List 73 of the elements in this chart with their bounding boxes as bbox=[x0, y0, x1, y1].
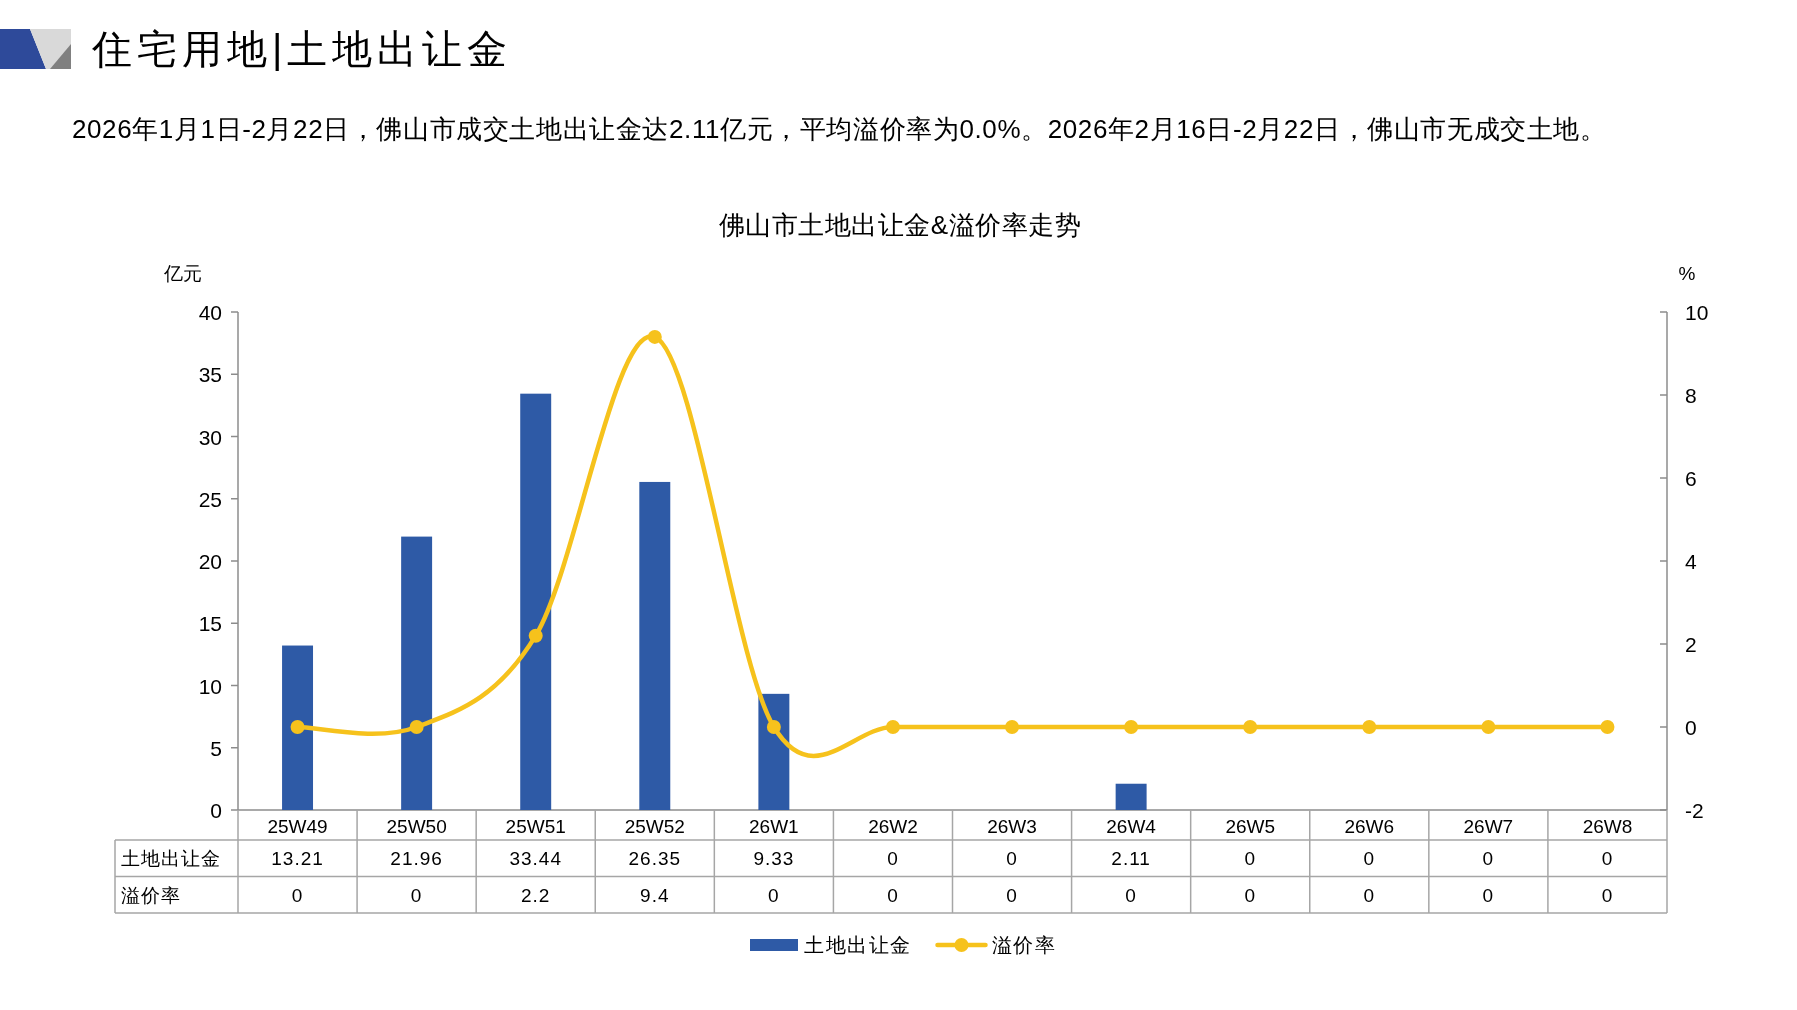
x-tick-label: 26W7 bbox=[1463, 815, 1514, 837]
point bbox=[1481, 720, 1496, 734]
data-label: 33.44 bbox=[509, 847, 562, 869]
y-tick-label: 35 bbox=[198, 362, 222, 386]
text: 土地出让金 bbox=[121, 847, 221, 869]
x-tick-label: 26W8 bbox=[1582, 815, 1633, 837]
data-label: 0 bbox=[1482, 847, 1495, 869]
data-label: 26.35 bbox=[628, 847, 682, 869]
data-label: 0 bbox=[1363, 847, 1376, 869]
data-label: 0 bbox=[1363, 884, 1376, 906]
y-tick-label: 30 bbox=[198, 425, 222, 448]
y2-axis-title: % bbox=[1678, 262, 1696, 284]
text: 住宅用地|土地出让金 bbox=[91, 27, 513, 71]
point bbox=[528, 628, 543, 643]
data-label: 2.11 bbox=[1111, 847, 1151, 869]
data-label: 9.33 bbox=[753, 847, 795, 869]
data-label: 0 bbox=[1601, 847, 1614, 869]
x-tick-label: 26W1 bbox=[749, 815, 799, 837]
y2-tick-label: 8 bbox=[1685, 383, 1697, 407]
x-tick-label: 25W51 bbox=[505, 815, 566, 837]
y2-tick-label: 6 bbox=[1685, 466, 1697, 490]
data-label: 0 bbox=[1006, 884, 1018, 906]
data-label: 0 bbox=[1125, 884, 1137, 906]
data-label: 0 bbox=[1006, 847, 1018, 869]
data-label: 0 bbox=[1244, 884, 1256, 906]
y-tick-label: 0 bbox=[210, 798, 222, 822]
x-tick-label: 26W3 bbox=[987, 815, 1037, 837]
x-tick-label: 26W4 bbox=[1106, 815, 1157, 837]
point bbox=[1005, 720, 1020, 734]
data-label: 0 bbox=[887, 847, 899, 869]
legend-label: 土地出让金 bbox=[804, 934, 912, 956]
chart-title: 佛山市土地出让金&溢价率走势 bbox=[718, 210, 1082, 240]
x-tick-label: 25W50 bbox=[386, 815, 447, 837]
legend-label: 溢价率 bbox=[991, 934, 1056, 956]
y-tick-label: 25 bbox=[198, 487, 222, 511]
x-tick-label: 26W5 bbox=[1225, 815, 1276, 837]
data-label: 0 bbox=[1601, 884, 1614, 906]
x-tick-label: 25W49 bbox=[267, 815, 328, 837]
x-tick-label: 25W52 bbox=[624, 815, 685, 837]
point bbox=[647, 329, 662, 344]
data-label: 0 bbox=[410, 884, 423, 906]
y-tick-label: 40 bbox=[198, 300, 222, 324]
y2-tick-label: 0 bbox=[1685, 715, 1697, 739]
data-label: 2.2 bbox=[521, 884, 551, 906]
y2-tick-label: 4 bbox=[1685, 549, 1697, 573]
data-label: 13.21 bbox=[271, 847, 324, 869]
y2-tick-label: -2 bbox=[1685, 798, 1704, 822]
x-tick-label: 26W6 bbox=[1344, 815, 1395, 837]
y2-tick-label: 10 bbox=[1685, 300, 1709, 324]
text: 溢价率 bbox=[121, 884, 181, 906]
point bbox=[1600, 720, 1615, 734]
y2-tick-label: 2 bbox=[1685, 632, 1697, 656]
point bbox=[1362, 720, 1377, 734]
chart-subtitle: 2026年1月1日-2月22日，佛山市成交土地出让金达2.11亿元，平均溢价率为0.0%。2026年2月16日-2月22日，佛山市无成交土地。 bbox=[72, 114, 1607, 144]
x-tick-label: 26W2 bbox=[868, 815, 918, 837]
data-label: 0 bbox=[887, 884, 899, 906]
data-label: 0 bbox=[1482, 884, 1495, 906]
y-axis-title: 亿元 bbox=[163, 262, 202, 284]
point bbox=[766, 720, 781, 734]
point bbox=[409, 720, 424, 734]
data-label: 9.4 bbox=[640, 884, 670, 906]
data-label: 0 bbox=[291, 884, 304, 906]
y-tick-label: 15 bbox=[198, 611, 222, 635]
point bbox=[290, 720, 305, 734]
point bbox=[885, 720, 900, 734]
point bbox=[1243, 720, 1258, 734]
y-tick-label: 20 bbox=[198, 549, 222, 573]
data-label: 21.96 bbox=[390, 847, 443, 869]
data-label: 0 bbox=[1244, 847, 1256, 869]
y-tick-label: 5 bbox=[210, 736, 222, 760]
data-label: 0 bbox=[768, 884, 780, 906]
y-tick-label: 10 bbox=[198, 674, 222, 697]
point bbox=[1124, 720, 1139, 734]
